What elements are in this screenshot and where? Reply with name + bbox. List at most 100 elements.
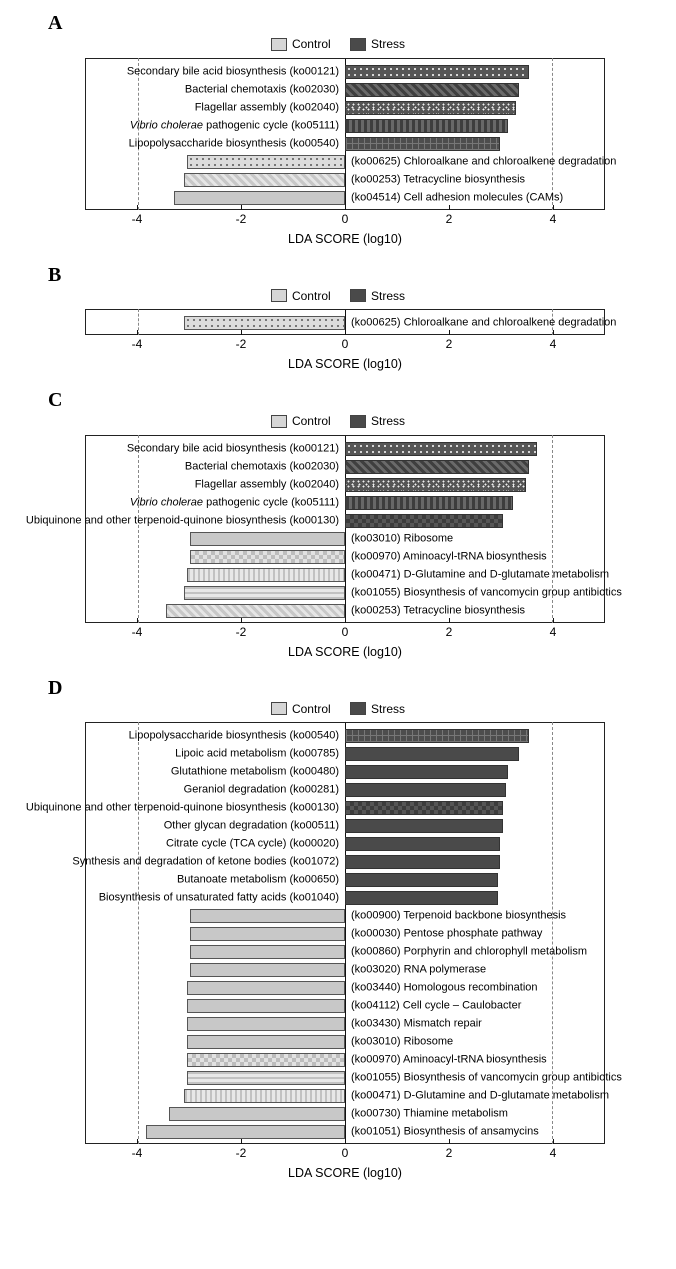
bar-row: (ko03020) RNA polymerase [86, 963, 604, 977]
bar-label: Geraniol degradation (ko00281) [184, 785, 345, 796]
tick-mark [553, 618, 554, 623]
bar-control [184, 1089, 345, 1103]
bar-row: Flagellar assembly (ko02040) [86, 478, 604, 492]
legend: Control Stress [20, 37, 656, 54]
bar-label: Biosynthesis of unsaturated fatty acids … [99, 893, 345, 904]
panel-C: C Control Stress Secondary bile acid bio… [20, 389, 656, 659]
bar-control [190, 945, 345, 959]
bar-stress [345, 747, 519, 761]
bar-row: Lipopolysaccharide biosynthesis (ko00540… [86, 137, 604, 151]
tick-label: -2 [236, 1146, 247, 1160]
bar-row: Geraniol degradation (ko00281) [86, 783, 604, 797]
axis-title: LDA SCORE (log10) [85, 232, 605, 246]
legend-item-stress: Stress [350, 37, 405, 51]
bar-label: Secondary bile acid biosynthesis (ko0012… [127, 66, 345, 77]
legend-swatch-stress [350, 289, 366, 302]
bar-row: Synthesis and degradation of ketone bodi… [86, 855, 604, 869]
bar-label: Bacterial chemotaxis (ko02030) [185, 461, 345, 472]
bar-control [184, 586, 345, 600]
bar-label: (ko03010) Ribosome [345, 533, 453, 544]
bar-label: (ko00471) D-Glutamine and D-glutamate me… [345, 1091, 609, 1102]
bar-row: (ko03430) Mismatch repair [86, 1017, 604, 1031]
tick-label: 0 [342, 337, 349, 351]
legend-item-control: Control [271, 414, 331, 428]
bar-control [187, 1071, 345, 1085]
bar-label: (ko00625) Chloroalkane and chloroalkene … [345, 318, 616, 329]
bar-row: Flagellar assembly (ko02040) [86, 101, 604, 115]
legend-item-stress: Stress [350, 702, 405, 716]
bar-row: Ubiquinone and other terpenoid-quinone b… [86, 514, 604, 528]
bar-row: Lipopolysaccharide biosynthesis (ko00540… [86, 729, 604, 743]
tick-mark [449, 205, 450, 210]
bar-stress [345, 765, 508, 779]
bar-control [187, 568, 345, 582]
axis-title: LDA SCORE (log10) [85, 645, 605, 659]
tick-label: 0 [342, 212, 349, 226]
legend: Control Stress [20, 289, 656, 306]
bar-control [187, 999, 345, 1013]
axis-ticks: -4-2024 [85, 1146, 605, 1164]
bar-label: (ko00471) D-Glutamine and D-glutamate me… [345, 569, 609, 580]
bar-label: (ko00030) Pentose phosphate pathway [345, 929, 542, 940]
tick-mark [449, 1139, 450, 1144]
bar-stress [345, 873, 498, 887]
legend-label-control: Control [292, 37, 331, 51]
bar-row: (ko04112) Cell cycle – Caulobacter [86, 999, 604, 1013]
bar-stress [345, 496, 513, 510]
bar-stress [345, 855, 500, 869]
tick-label: -2 [236, 625, 247, 639]
bar-row: (ko00253) Tetracycline biosynthesis [86, 604, 604, 618]
axis-title: LDA SCORE (log10) [85, 1166, 605, 1180]
bar-label: (ko04112) Cell cycle – Caulobacter [345, 1001, 521, 1012]
axis-ticks: -4-2024 [85, 212, 605, 230]
bar-row: Glutathione metabolism (ko00480) [86, 765, 604, 779]
bar-row: (ko00730) Thiamine metabolism [86, 1107, 604, 1121]
bar-control [184, 316, 345, 330]
bar-stress [345, 729, 529, 743]
bar-stress [345, 801, 503, 815]
bar-control [187, 155, 345, 169]
bar-row: Lipoic acid metabolism (ko00785) [86, 747, 604, 761]
bar-control [190, 909, 345, 923]
bar-label: Synthesis and degradation of ketone bodi… [72, 857, 345, 868]
bar-label: Ubiquinone and other terpenoid-quinone b… [26, 515, 345, 526]
bar-row: Biosynthesis of unsaturated fatty acids … [86, 891, 604, 905]
bar-control [190, 532, 345, 546]
chart-box: Secondary bile acid biosynthesis (ko0012… [85, 435, 605, 623]
bar-label: (ko01055) Biosynthesis of vancomycin gro… [345, 587, 622, 598]
bar-label: Other glycan degradation (ko00511) [164, 821, 345, 832]
legend-swatch-control [271, 702, 287, 715]
bar-label: (ko00730) Thiamine metabolism [345, 1109, 508, 1120]
tick-label: 2 [446, 337, 453, 351]
bar-row: Other glycan degradation (ko00511) [86, 819, 604, 833]
tick-label: -4 [132, 625, 143, 639]
bar-row: (ko00900) Terpenoid backbone biosynthesi… [86, 909, 604, 923]
bar-row: (ko00970) Aminoacyl-tRNA biosynthesis [86, 1053, 604, 1067]
bar-control [174, 191, 345, 205]
bar-row: (ko00860) Porphyrin and chlorophyll meta… [86, 945, 604, 959]
tick-mark [241, 1139, 242, 1144]
legend-swatch-stress [350, 702, 366, 715]
bar-row: (ko00253) Tetracycline biosynthesis [86, 173, 604, 187]
bar-row: (ko03010) Ribosome [86, 532, 604, 546]
bar-stress [345, 442, 537, 456]
bar-label: (ko03430) Mismatch repair [345, 1019, 482, 1030]
bar-row: (ko01055) Biosynthesis of vancomycin gro… [86, 1071, 604, 1085]
panel-letter: D [48, 677, 656, 700]
bar-label: Bacterial chemotaxis (ko02030) [185, 84, 345, 95]
bar-label: (ko03010) Ribosome [345, 1037, 453, 1048]
tick-mark [553, 1139, 554, 1144]
bar-control [146, 1125, 345, 1139]
bar-row: Vibrio cholerae pathogenic cycle (ko0511… [86, 496, 604, 510]
bar-control [190, 550, 345, 564]
bar-row: Secondary bile acid biosynthesis (ko0012… [86, 65, 604, 79]
tick-label: 0 [342, 1146, 349, 1160]
bar-row: (ko00030) Pentose phosphate pathway [86, 927, 604, 941]
tick-label: -2 [236, 337, 247, 351]
tick-mark [553, 330, 554, 335]
bar-stress [345, 514, 503, 528]
legend-item-stress: Stress [350, 414, 405, 428]
bar-label: (ko00253) Tetracycline biosynthesis [345, 605, 525, 616]
tick-label: 2 [446, 1146, 453, 1160]
tick-mark [449, 618, 450, 623]
